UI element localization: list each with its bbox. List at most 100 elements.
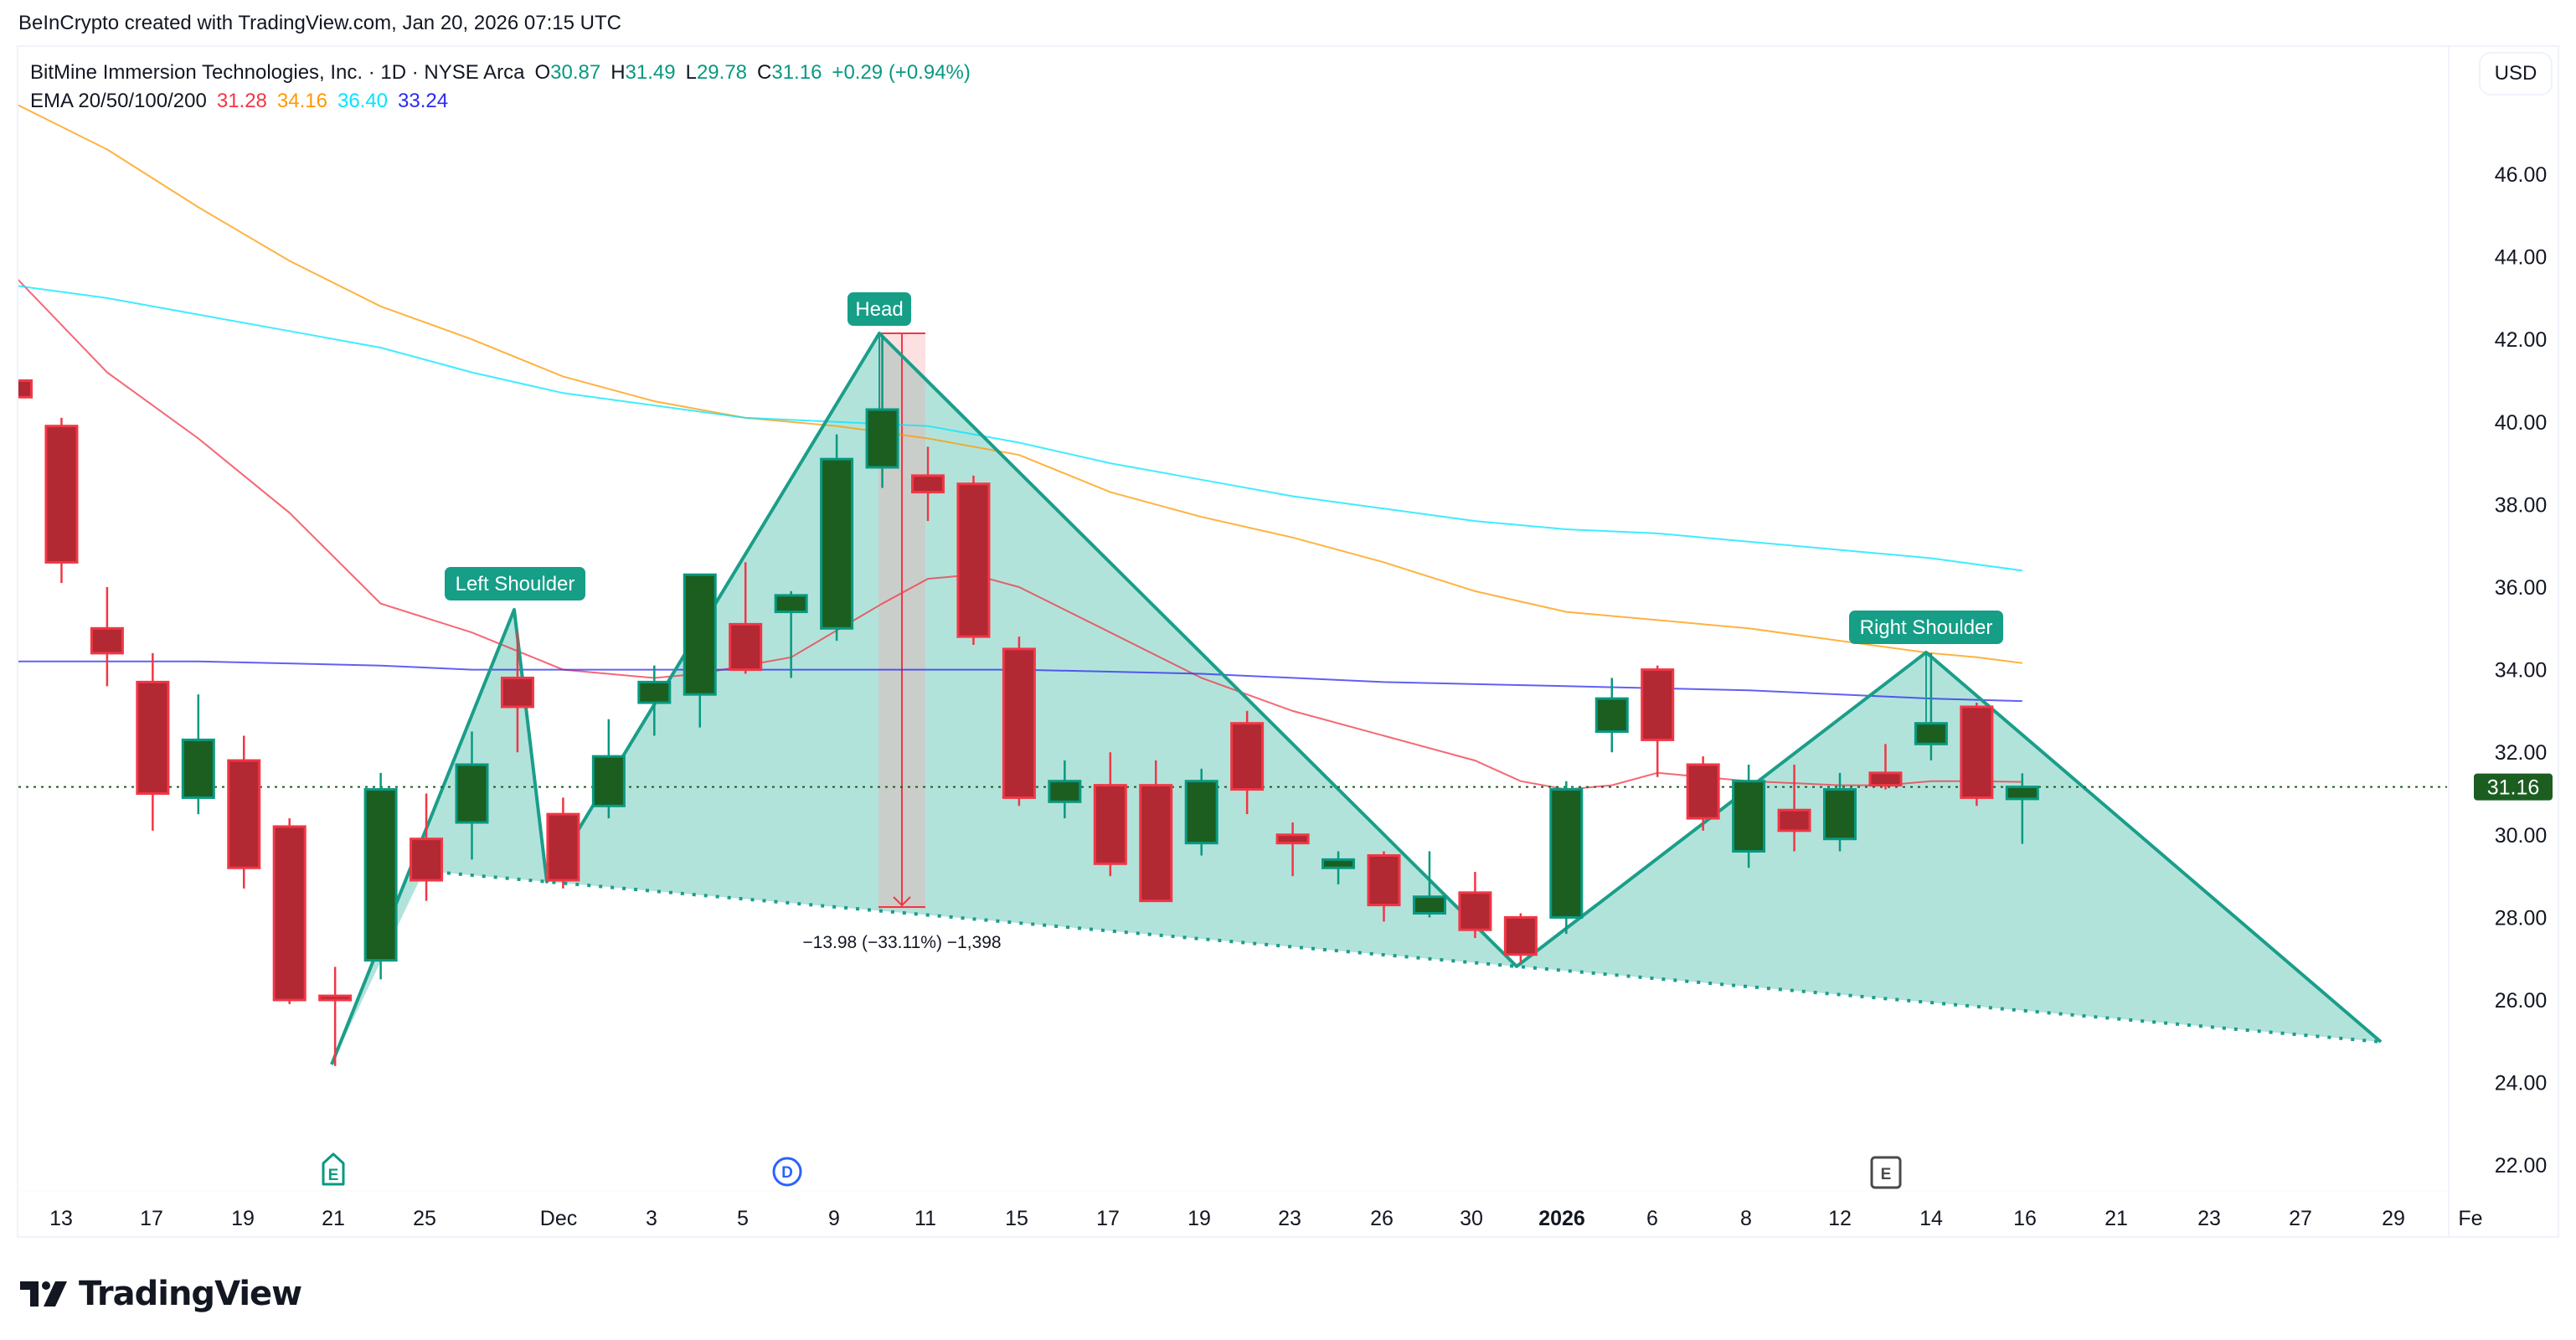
- date-tick: 16: [2013, 1207, 2037, 1230]
- candle[interactable]: [1321, 851, 1356, 884]
- candle[interactable]: [774, 590, 808, 678]
- candle[interactable]: [181, 694, 215, 815]
- candle[interactable]: [1, 377, 33, 399]
- candle[interactable]: [1641, 665, 1675, 777]
- price-range-label: −13.98 (−33.11%) −1,398: [802, 933, 1001, 952]
- candle[interactable]: [637, 665, 672, 736]
- date-tick: 6: [1646, 1207, 1658, 1230]
- svg-text:31.16: 31.16: [2487, 776, 2540, 800]
- head-label[interactable]: Head: [848, 292, 911, 326]
- candle[interactable]: [2005, 773, 2039, 844]
- candle[interactable]: [1914, 652, 1948, 761]
- date-tick: 19: [1188, 1207, 1211, 1230]
- candle[interactable]: [272, 818, 307, 1004]
- date-tick: 23: [1278, 1207, 1301, 1230]
- date-tick: 3: [646, 1207, 657, 1230]
- ema-row[interactable]: EMA 20/50/100/200 31.28 34.16 36.40 33.2…: [30, 87, 971, 116]
- candle[interactable]: [1048, 760, 1082, 819]
- candle[interactable]: [1868, 744, 1903, 790]
- candle[interactable]: [1732, 764, 1766, 868]
- close-key: C: [757, 61, 772, 84]
- date-tick: Dec: [540, 1207, 577, 1230]
- price-tick: 32.00: [2495, 741, 2548, 765]
- dividend-marker[interactable]: D: [772, 1157, 802, 1187]
- ema-200-line: [18, 660, 2022, 703]
- candle[interactable]: [455, 731, 489, 860]
- candle[interactable]: [911, 446, 945, 522]
- left-shoulder-label[interactable]: Left Shoulder: [445, 567, 585, 600]
- ema100-value: 36.40: [337, 90, 389, 112]
- candle[interactable]: [591, 719, 626, 819]
- date-tick: 27: [2289, 1207, 2312, 1230]
- upcoming-earnings-marker[interactable]: E: [1870, 1156, 1902, 1189]
- candle[interactable]: [1595, 678, 1629, 753]
- candle[interactable]: [1412, 851, 1446, 918]
- candle[interactable]: [1823, 772, 1857, 852]
- candle[interactable]: [1777, 764, 1811, 852]
- candle[interactable]: [1139, 760, 1173, 903]
- candle[interactable]: [820, 434, 854, 642]
- low-value: 29.78: [696, 61, 748, 84]
- candle[interactable]: [44, 417, 79, 584]
- currency-button[interactable]: USD: [2479, 52, 2553, 95]
- candle[interactable]: [363, 772, 398, 980]
- candle[interactable]: [500, 632, 534, 753]
- candle[interactable]: [956, 475, 991, 646]
- candle[interactable]: [1686, 756, 1720, 831]
- svg-text:D: D: [781, 1164, 793, 1182]
- candle[interactable]: [318, 966, 353, 1066]
- close-value: 31.16: [771, 61, 822, 84]
- price-tick: 34.00: [2495, 659, 2548, 683]
- candle[interactable]: [1093, 752, 1127, 877]
- date-tick: 15: [1005, 1207, 1028, 1230]
- symbol-title[interactable]: BitMine Immersion Technologies, Inc. · 1…: [30, 61, 525, 84]
- open-key: O: [534, 61, 551, 84]
- candle[interactable]: [1367, 851, 1401, 922]
- candle[interactable]: [136, 652, 170, 831]
- price-tick: 46.00: [2495, 163, 2548, 187]
- price-tick: 36.00: [2495, 576, 2548, 600]
- ema50-value: 34.16: [276, 90, 327, 112]
- date-tick: 26: [1370, 1207, 1394, 1230]
- price-tick: 30.00: [2495, 824, 2548, 848]
- candle[interactable]: [865, 335, 899, 488]
- date-tick: 2026: [1538, 1207, 1585, 1230]
- candle[interactable]: [1960, 703, 1994, 807]
- tradingview-logo-text: TradingView: [79, 1275, 302, 1313]
- candle[interactable]: [729, 562, 763, 674]
- chart-frame: [17, 45, 2559, 1238]
- candle[interactable]: [410, 793, 444, 901]
- date-tick: 11: [914, 1207, 936, 1230]
- price-tick: 38.00: [2495, 493, 2548, 517]
- price-tick: 26.00: [2495, 989, 2548, 1013]
- date-tick: 12: [1828, 1207, 1852, 1230]
- date-tick: 8: [1740, 1207, 1752, 1230]
- price-tick: 40.00: [2495, 411, 2548, 435]
- symbol-row: BitMine Immersion Technologies, Inc. · 1…: [30, 59, 971, 87]
- candle[interactable]: [683, 573, 717, 728]
- date-tick: 9: [828, 1207, 840, 1230]
- candle[interactable]: [90, 587, 124, 687]
- candle[interactable]: [1230, 710, 1265, 815]
- candle[interactable]: [546, 797, 580, 889]
- svg-text:Left Shoulder: Left Shoulder: [456, 573, 575, 595]
- earnings-marker[interactable]: E: [322, 1152, 345, 1186]
- candle[interactable]: [1184, 768, 1218, 856]
- date-tick: 29: [2382, 1207, 2405, 1230]
- svg-text:E: E: [328, 1167, 339, 1184]
- candle[interactable]: [227, 735, 261, 889]
- candle[interactable]: [1549, 781, 1584, 935]
- candle[interactable]: [1275, 822, 1310, 877]
- tradingview-logo[interactable]: TradingView: [20, 1275, 302, 1313]
- date-tick: 19: [231, 1207, 255, 1230]
- candle[interactable]: [1503, 913, 1538, 963]
- candle[interactable]: [1458, 872, 1492, 939]
- price-tick: 24.00: [2495, 1072, 2548, 1095]
- chart-credit: BeInCrypto created with TradingView.com,…: [18, 12, 621, 34]
- ema200-value: 33.24: [398, 90, 449, 112]
- right-shoulder-label[interactable]: Right Shoulder: [1849, 611, 2003, 644]
- price-tick: 44.00: [2495, 246, 2548, 270]
- candle[interactable]: [1002, 636, 1036, 807]
- price-tick: 22.00: [2495, 1154, 2548, 1178]
